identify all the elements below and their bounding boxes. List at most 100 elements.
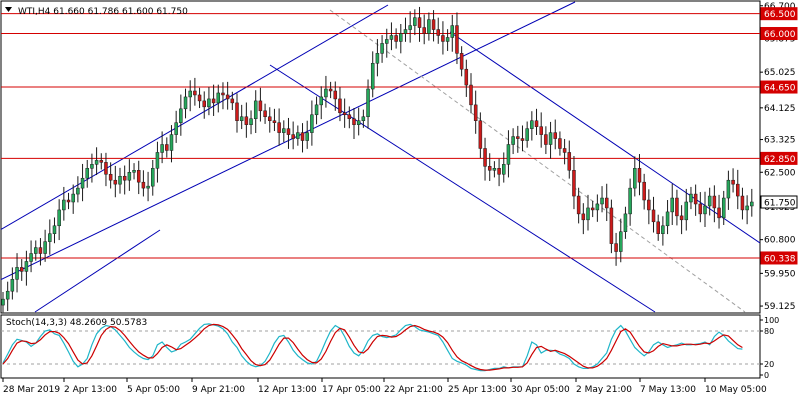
candle-bull — [595, 203, 600, 211]
time-tick-label: 5 Apr 05:00 — [127, 385, 180, 395]
candle-bull — [57, 209, 61, 227]
channel-upper-rising — [1, 4, 389, 230]
candle-bull — [310, 114, 314, 133]
candle-bull — [174, 122, 178, 135]
candle-bear — [66, 199, 71, 203]
menu-triangle-icon[interactable] — [5, 7, 12, 12]
candle-bull — [670, 197, 674, 213]
candle-bear — [562, 148, 567, 153]
candle-bear — [572, 170, 576, 197]
candle-bear — [520, 138, 525, 141]
candle-bear — [609, 207, 614, 244]
candle-bear — [286, 128, 291, 135]
candle-bull — [750, 201, 754, 207]
candle-bull — [319, 96, 323, 106]
candle-bear — [342, 112, 347, 116]
candle-bull — [71, 193, 75, 203]
candle-bull — [370, 62, 375, 90]
candle-bear — [268, 116, 272, 121]
candle-bear — [469, 84, 473, 106]
candle-bear — [604, 197, 609, 209]
candle-bull — [366, 88, 370, 118]
candle-bull — [665, 211, 670, 227]
candle-bull — [403, 29, 408, 34]
level-label-box — [760, 80, 798, 94]
candle-bull — [689, 193, 693, 203]
price-tick-label: 62.500 — [764, 168, 796, 178]
candle-bear — [717, 207, 721, 219]
candle-bear — [693, 193, 698, 205]
candle-bull — [5, 290, 10, 300]
candle-bull — [296, 132, 300, 139]
stochastic-plot — [1, 323, 760, 372]
candle-bear — [193, 90, 197, 96]
candle-bull — [427, 19, 431, 34]
candle-bear — [516, 136, 520, 139]
time-tick-label: 17 Apr 05:00 — [322, 385, 381, 395]
level-label-box — [760, 151, 798, 165]
candle-bull — [62, 199, 66, 211]
price-tick-label: 65.025 — [764, 68, 796, 78]
candle-bear — [576, 195, 581, 215]
candle-bull — [413, 17, 417, 26]
candle-bull — [703, 205, 707, 215]
candle-bear — [394, 35, 398, 42]
price-tick-label: 59.125 — [764, 302, 796, 312]
candle-bull — [29, 253, 33, 262]
candle-bear — [352, 118, 356, 125]
candle-bull — [118, 175, 122, 185]
candle-bear — [431, 19, 436, 30]
candle-bear — [99, 160, 104, 163]
time-tick-label: 12 Apr 13:00 — [258, 385, 317, 395]
candle-bull — [361, 116, 366, 121]
candle-bull — [207, 98, 211, 108]
time-tick-label: 28 Mar 2019 — [3, 385, 60, 395]
candle-bull — [127, 172, 132, 181]
candle-bear — [637, 168, 642, 183]
candle-bear — [483, 148, 487, 167]
candle-bull — [399, 33, 403, 42]
candle-bull — [80, 177, 85, 189]
candle-bear — [698, 203, 703, 215]
candle-bull — [623, 213, 628, 232]
candle-bear — [675, 197, 679, 217]
candle-bear — [614, 243, 618, 252]
candle-bear — [436, 29, 440, 36]
channel-lower-rising — [1, 1, 576, 281]
candle-bull — [375, 53, 380, 64]
candle-bear — [642, 181, 646, 201]
candle-bull — [151, 168, 155, 187]
candle-bear — [539, 126, 543, 135]
time-tick-label: 10 May 05:00 — [705, 385, 767, 395]
level-label-box — [760, 251, 798, 265]
candle-bear — [197, 94, 202, 102]
level-label: 66.500 — [764, 10, 796, 20]
candle-bear — [225, 94, 230, 100]
candle-bear — [590, 207, 595, 211]
candle-bull — [24, 261, 29, 272]
candle-bear — [202, 100, 206, 108]
candle-bear — [473, 104, 478, 121]
candle-bear — [108, 173, 113, 181]
candle-bear — [263, 110, 267, 118]
stoch-tick-label: 80 — [764, 327, 774, 336]
candle-bear — [333, 90, 338, 100]
candle-bear — [478, 120, 483, 149]
candle-bear — [736, 183, 740, 197]
candle-bear — [712, 195, 717, 209]
candle-bear — [422, 27, 426, 34]
candle-bull — [445, 37, 450, 42]
candle-bull — [408, 25, 412, 30]
candle-bear — [328, 88, 333, 92]
candle-bull — [525, 128, 529, 141]
stoch-main-line — [2, 323, 743, 372]
candle-bear — [211, 98, 216, 104]
candle-bull — [726, 179, 731, 199]
candle-bull — [314, 104, 319, 116]
candle-bull — [628, 187, 632, 215]
candle-bull — [10, 279, 15, 292]
candle-bear — [464, 68, 469, 86]
candle-bear — [553, 132, 557, 139]
candle-bull — [385, 39, 389, 44]
candle-bull — [249, 118, 253, 125]
